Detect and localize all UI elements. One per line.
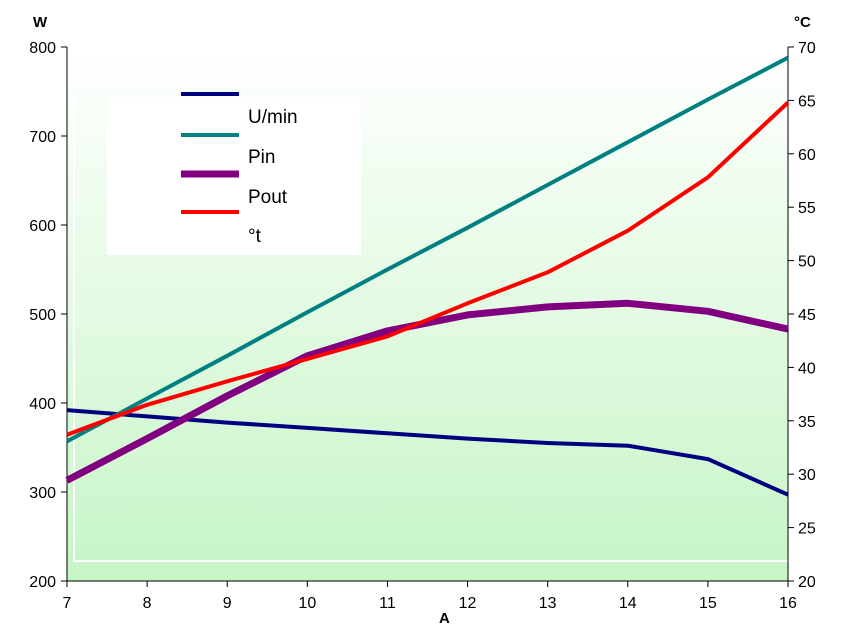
right-tick-label: 65 (798, 93, 816, 110)
x-tick-label: 15 (699, 595, 717, 612)
left-tick-label: 600 (29, 218, 56, 235)
right-tick-label: 70 (798, 40, 816, 57)
legend-label: Pout (248, 187, 288, 208)
left-tick-label: 500 (29, 307, 56, 324)
legend-label: Pin (248, 147, 275, 168)
right-tick-label: 35 (798, 414, 816, 431)
x-tick-label: 10 (298, 595, 316, 612)
left-tick-label: 200 (29, 574, 56, 591)
plot-inner-frame (73, 96, 788, 562)
left-axis-unit: W (33, 14, 48, 31)
x-tick-label: 9 (223, 595, 232, 612)
x-tick-label: 13 (539, 595, 557, 612)
right-axis-unit: °C (794, 14, 811, 31)
right-tick-label: 45 (798, 307, 816, 324)
legend: U/min Pin Pout °t (181, 92, 298, 247)
left-tick-label: 300 (29, 485, 56, 502)
x-tick-label: 7 (63, 595, 72, 612)
left-tick-label: 800 (29, 40, 56, 57)
x-axis-unit: A (439, 610, 450, 626)
right-tick-label: 30 (798, 467, 816, 484)
x-axis-ticks: 7 8 9 10 11 12 13 14 15 16 (63, 581, 797, 612)
right-axis-ticks: 20 25 30 35 40 45 50 55 60 65 70 (788, 40, 816, 591)
legend-label: U/min (248, 107, 298, 128)
right-tick-label: 55 (798, 200, 816, 217)
right-tick-label: 25 (798, 521, 816, 538)
series-line-2 (65, 299, 789, 484)
x-tick-label: 12 (459, 595, 477, 612)
left-axis-ticks: 200 300 400 500 600 700 800 (29, 40, 67, 591)
x-tick-label: 8 (143, 595, 152, 612)
left-tick-label: 400 (29, 396, 56, 413)
right-tick-label: 50 (798, 254, 816, 271)
x-tick-label: 11 (379, 595, 396, 612)
x-tick-label: 16 (779, 595, 797, 612)
series-layer (65, 55, 790, 497)
x-tick-label: 14 (619, 595, 637, 612)
right-tick-label: 60 (798, 147, 816, 164)
right-tick-label: 20 (798, 574, 816, 591)
series-line-3 (66, 101, 790, 437)
legend-label: °t (248, 226, 262, 247)
right-tick-label: 40 (798, 360, 816, 377)
series-line-1 (66, 55, 789, 444)
left-tick-label: 700 (29, 129, 56, 146)
